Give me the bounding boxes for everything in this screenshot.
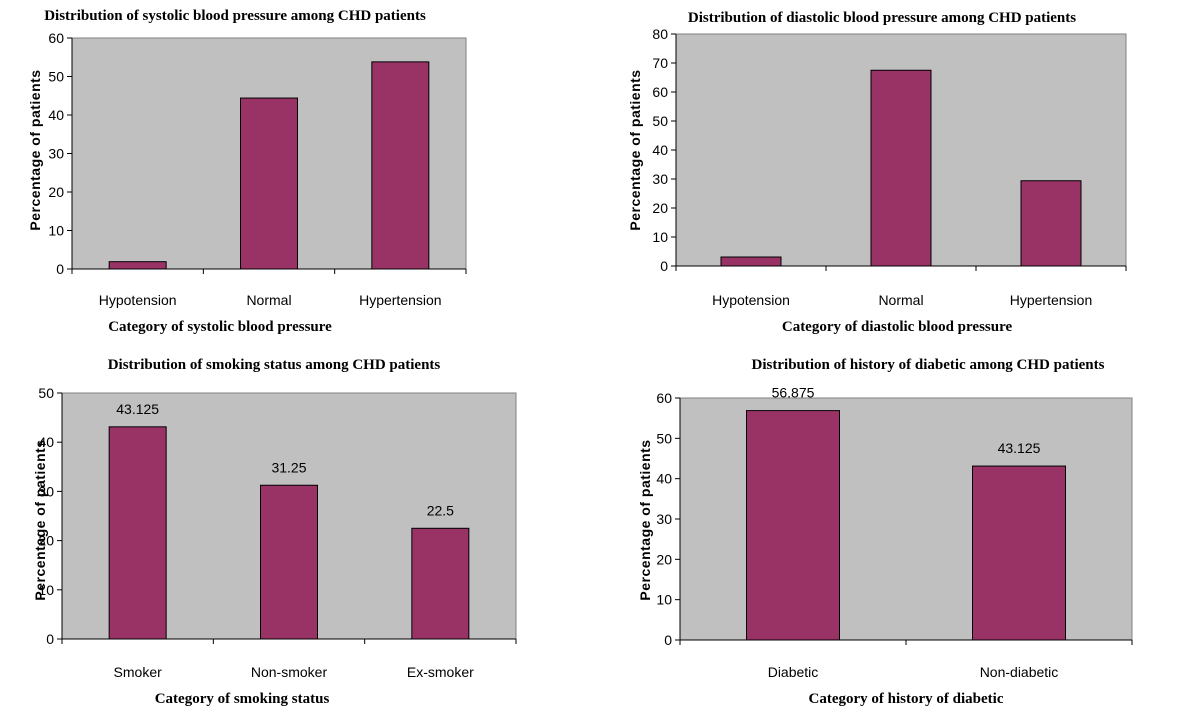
y-tick-label: 60: [652, 84, 668, 100]
y-tick-label: 80: [652, 26, 668, 42]
category-label: Normal: [878, 292, 923, 308]
y-tick-label: 50: [656, 430, 672, 446]
chart-panel-2: 0 10 20 30 40 50 60 70 80 Hypotension Normal Hypert…: [627, 10, 1127, 335]
bar-non-diabetic: [972, 465, 1066, 641]
chart-title: Distribution of diastolic blood pressure…: [688, 10, 1076, 26]
bar-diabetic: [746, 410, 840, 641]
chart-panel-3: 0 10 20 30 40 50 Smoker 43.125 Non-smoker 31.25 Ex…: [32, 357, 517, 707]
category-label: Hypertension: [1010, 292, 1093, 308]
y-tick-label: 30: [652, 171, 668, 187]
data-label: 56.875: [772, 385, 815, 401]
chart-title: Distribution of smoking status among CHD…: [108, 357, 441, 373]
y-tick-label: 50: [38, 385, 54, 401]
category-label: Hypotension: [712, 292, 790, 308]
y-tick-label: 40: [656, 471, 672, 487]
y-tick-label: 0: [664, 632, 672, 648]
y-tick-label: 10: [48, 223, 64, 239]
y-tick-label: 50: [48, 69, 64, 85]
category-label: Diabetic: [768, 664, 819, 680]
category-label: Normal: [246, 292, 291, 308]
y-tick-label: 60: [656, 390, 672, 406]
chart-panel-4: 0 10 20 30 40 50 60 Diabetic 56.875 Non-diabetic 4…: [637, 357, 1133, 707]
x-axis-title: Category of history of diabetic: [809, 691, 1004, 707]
y-tick-label: 0: [56, 261, 64, 277]
y-tick-label: 0: [660, 258, 668, 274]
x-axis-title: Category of systolic blood pressure: [108, 319, 332, 335]
bar-smoker: [108, 426, 167, 640]
category-label: Ex-smoker: [407, 664, 474, 680]
bar-non-smoker: [260, 484, 318, 640]
x-axis-title: Category of diastolic blood pressure: [782, 319, 1013, 335]
y-tick-label: 40: [48, 107, 64, 123]
y-tick-label: 20: [656, 551, 672, 567]
y-tick-label: 20: [652, 200, 668, 216]
y-tick-label: 20: [48, 184, 64, 200]
data-label: 43.125: [998, 440, 1041, 456]
y-axis-title: Percentage of patients: [637, 439, 653, 600]
x-axis-title: Category of smoking status: [155, 691, 330, 707]
category-label: Hypertension: [359, 292, 442, 308]
y-tick-label: 30: [38, 483, 54, 499]
y-tick-label: 10: [652, 229, 668, 245]
y-tick-label: 40: [38, 434, 54, 450]
category-label: Smoker: [114, 664, 163, 680]
y-tick-label: 70: [652, 55, 668, 71]
category-label: Non-smoker: [251, 664, 328, 680]
chart-title: Distribution of history of diabetic amon…: [752, 357, 1105, 373]
y-tick-label: 30: [656, 511, 672, 527]
chart-title: Distribution of systolic blood pressure …: [44, 8, 426, 24]
y-axis-title: Percentage of patients: [27, 69, 43, 230]
y-tick-label: 0: [46, 631, 54, 647]
category-label: Non-diabetic: [980, 664, 1059, 680]
y-tick-label: 30: [48, 146, 64, 162]
y-axis-title: Percentage of patients: [32, 439, 48, 600]
y-tick-label: 10: [656, 592, 672, 608]
data-label: 22.5: [427, 502, 454, 518]
y-tick-label: 50: [652, 113, 668, 129]
y-axis-title: Percentage of patients: [627, 69, 643, 230]
bar-hypotension: [720, 256, 782, 267]
chart-panel-1: 0 10 20 30 40 50 60 Hypotension Normal Hypertensi…: [27, 8, 467, 335]
bar-normal: [870, 69, 932, 267]
bar-ex-smoker: [411, 527, 470, 640]
category-label: Hypotension: [99, 292, 177, 308]
data-label: 31.25: [271, 459, 306, 475]
y-tick-label: 40: [652, 142, 668, 158]
bar-normal: [240, 97, 298, 270]
y-tick-label: 60: [48, 30, 64, 46]
bar-hypertension: [371, 61, 430, 270]
data-label: 43.125: [116, 401, 159, 417]
y-tick-label: 20: [38, 533, 54, 549]
y-tick-label: 10: [38, 582, 54, 598]
bar-hypertension: [1020, 180, 1082, 267]
bar-hypotension: [108, 261, 167, 270]
